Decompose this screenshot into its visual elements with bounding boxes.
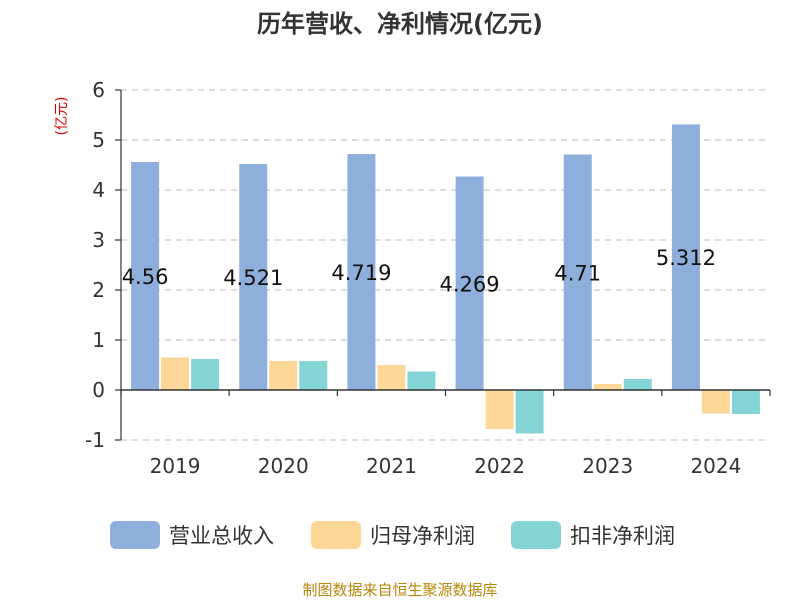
data-label: 4.269 — [440, 272, 500, 296]
legend: 营业总收入 归母净利润 扣非净利润 — [110, 521, 675, 549]
data-label: 4.521 — [223, 266, 283, 290]
axes: 2019 2020 2021 2022 2023 2024 — [115, 89, 771, 478]
bar — [269, 361, 298, 390]
y-tick-label: 1 — [92, 328, 105, 352]
bar — [347, 154, 376, 390]
legend-label: 营业总收入 — [169, 524, 274, 548]
x-tick-label: 2024 — [690, 454, 741, 478]
bar — [191, 359, 220, 390]
bar — [623, 379, 652, 390]
bar — [563, 154, 592, 390]
bar — [515, 390, 544, 434]
bar — [455, 176, 484, 390]
bar — [299, 361, 328, 390]
y-tick-label: 2 — [92, 278, 105, 302]
data-labels: 4.56 4.521 4.719 4.269 4.71 5.312 — [122, 246, 716, 296]
bar — [731, 390, 760, 414]
legend-item[interactable]: 营业总收入 — [110, 521, 274, 549]
legend-swatch — [110, 521, 160, 549]
y-tick-label: -1 — [85, 428, 105, 452]
y-tick-label: 6 — [92, 78, 105, 102]
data-label: 4.56 — [122, 265, 169, 289]
grid-lines: -1 0 1 2 3 4 5 6 — [85, 78, 770, 452]
legend-label: 归母净利润 — [370, 524, 475, 548]
y-axis-unit-label: (亿元) — [54, 97, 70, 136]
bar — [485, 390, 514, 429]
bar-series — [131, 124, 760, 434]
bar — [701, 390, 730, 414]
bar — [131, 162, 160, 390]
chart-title: 历年营收、净利情况(亿元) — [257, 10, 543, 38]
source-note: 制图数据来自恒生聚源数据库 — [302, 581, 497, 599]
bar — [377, 365, 406, 390]
x-tick-label: 2022 — [474, 454, 525, 478]
bar — [407, 371, 436, 390]
legend-item[interactable]: 归母净利润 — [311, 521, 475, 549]
bar — [671, 124, 700, 391]
legend-swatch — [511, 521, 561, 549]
data-label: 5.312 — [656, 246, 716, 270]
bar — [161, 357, 190, 390]
legend-item[interactable]: 扣非净利润 — [511, 521, 675, 549]
y-tick-label: 3 — [92, 228, 105, 252]
data-label: 4.719 — [331, 261, 391, 285]
x-tick-label: 2023 — [582, 454, 633, 478]
y-tick-label: 4 — [92, 178, 105, 202]
bar — [593, 384, 622, 390]
bar — [239, 163, 268, 390]
legend-label: 扣非净利润 — [570, 524, 675, 548]
x-tick-label: 2020 — [258, 454, 309, 478]
legend-swatch — [311, 521, 361, 549]
x-tick-label: 2021 — [366, 454, 417, 478]
x-tick-label: 2019 — [150, 454, 201, 478]
data-label: 4.71 — [554, 261, 601, 285]
y-tick-label: 5 — [92, 128, 105, 152]
y-tick-label: 0 — [92, 378, 105, 402]
